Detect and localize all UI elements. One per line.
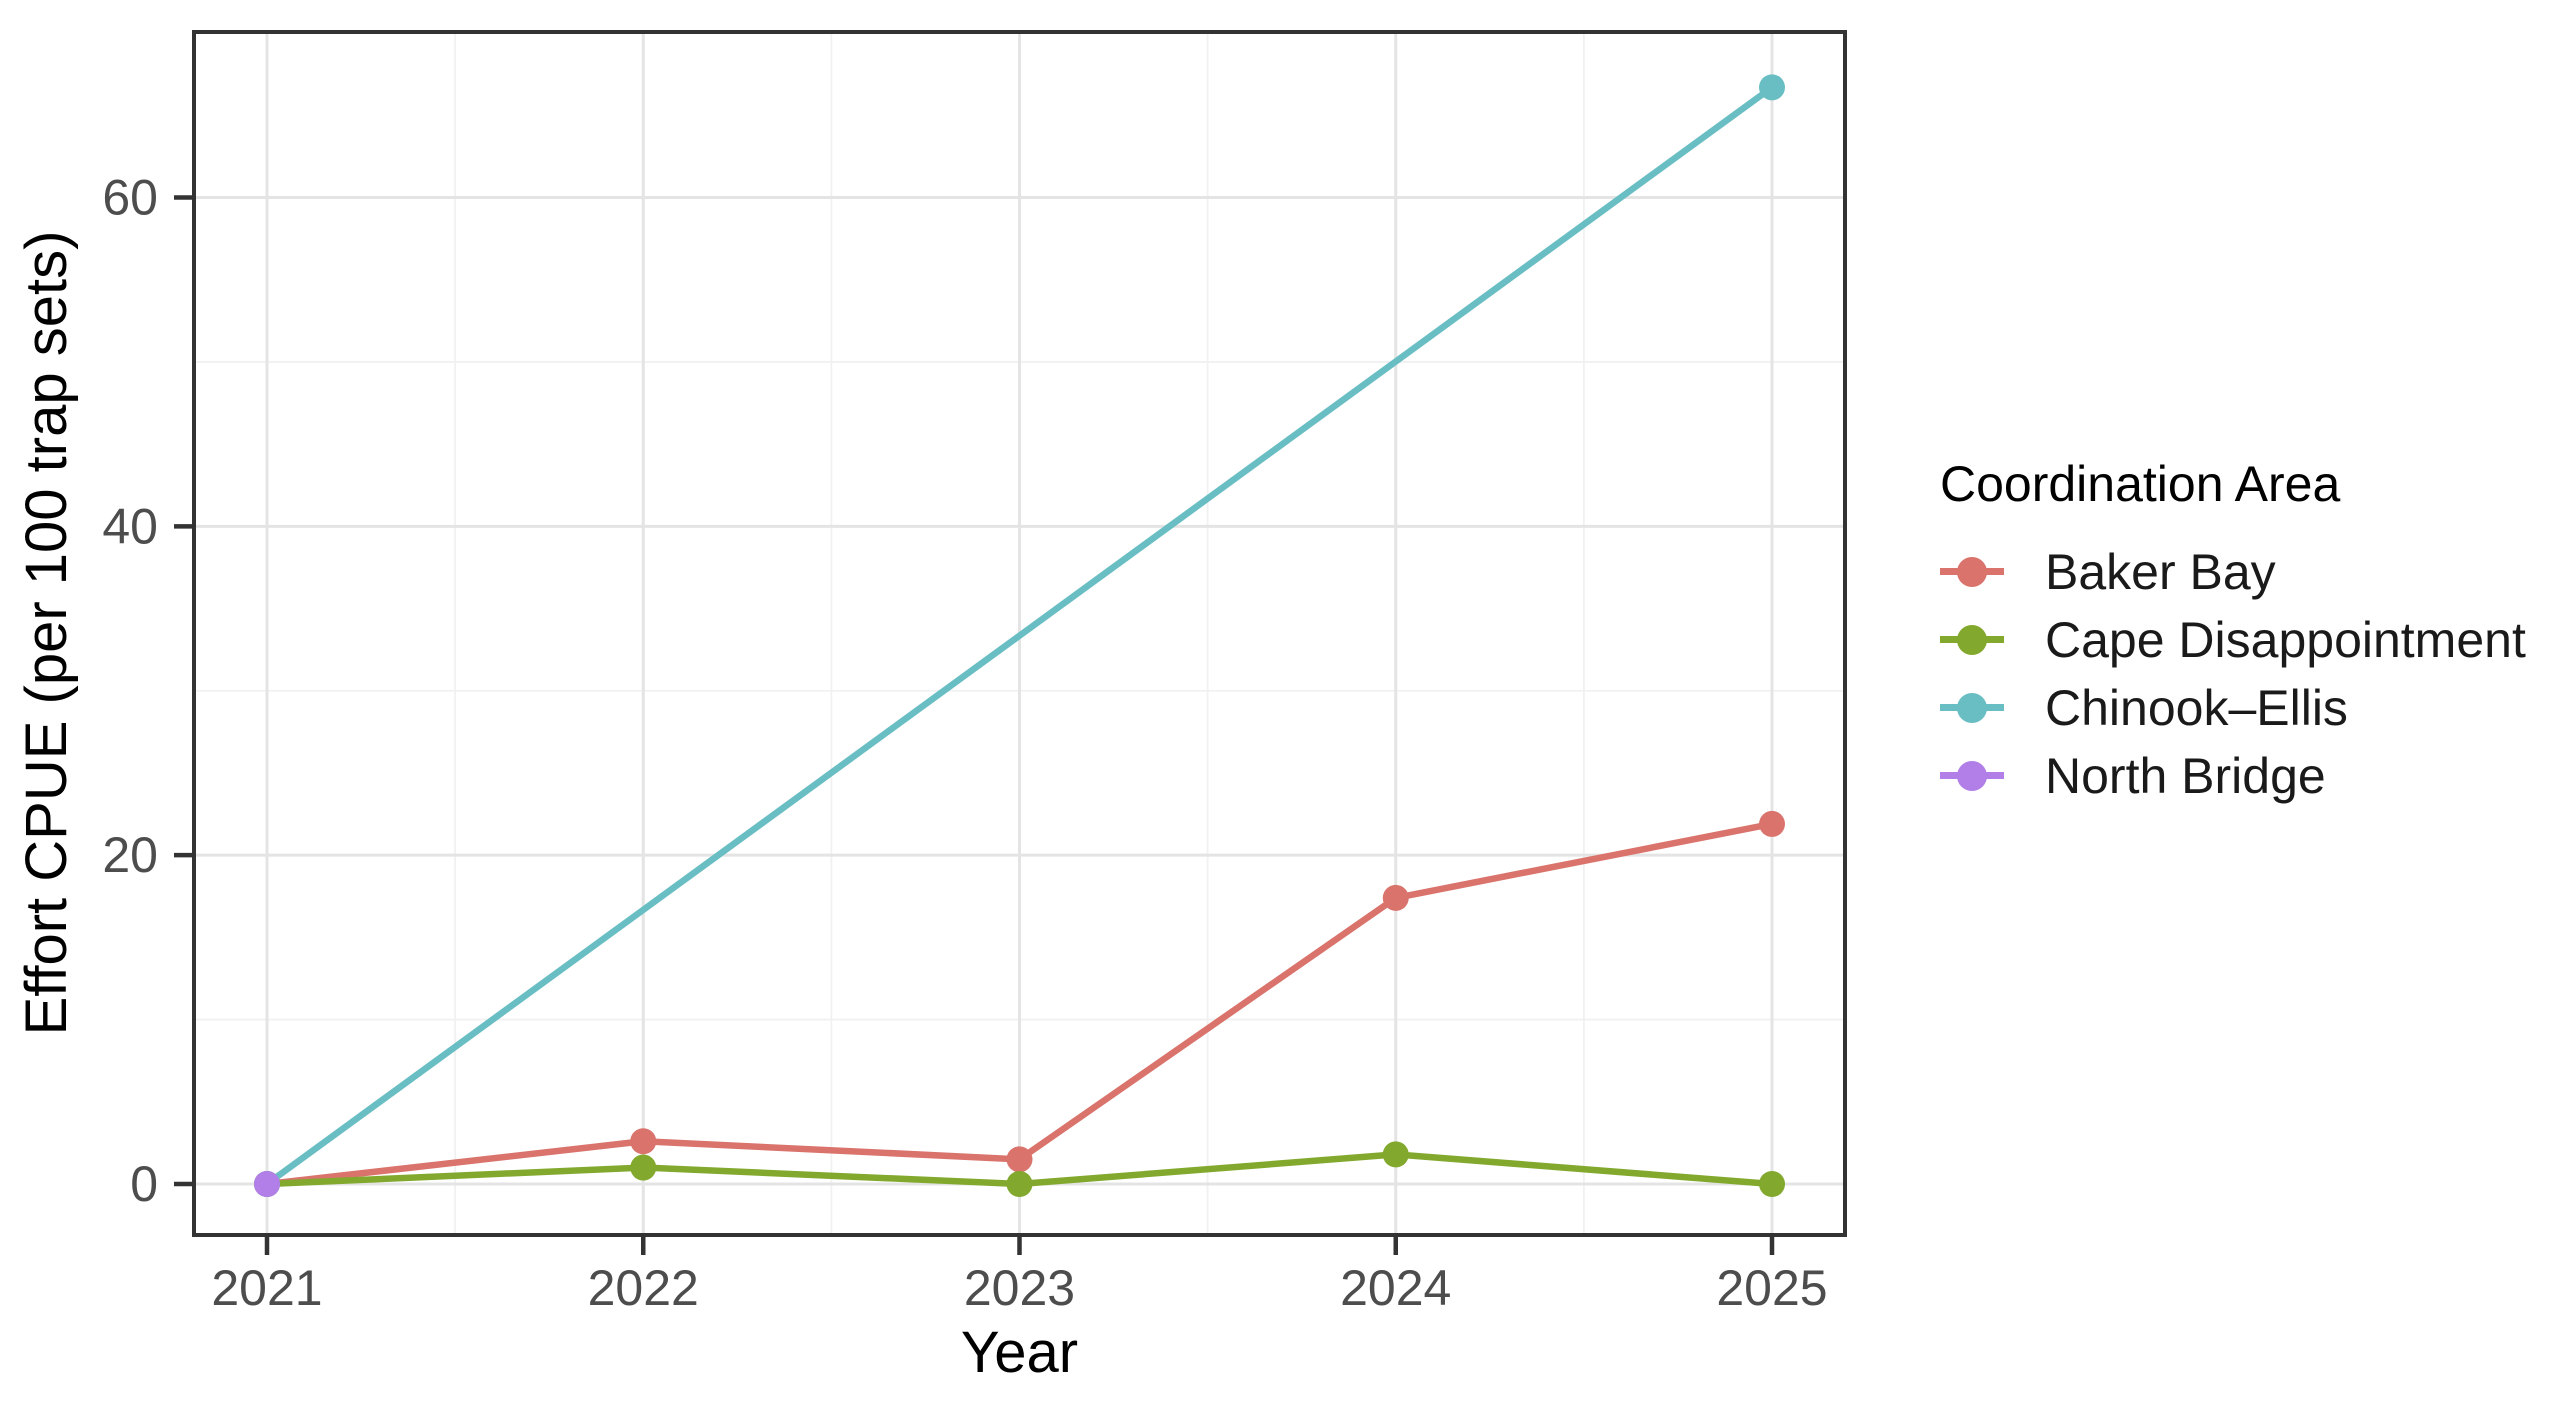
legend-item-label: Chinook–Ellis bbox=[2045, 679, 2348, 736]
legend-items: Baker Bay Cape Disappointment Chinook–Elli… bbox=[1940, 538, 2526, 810]
legend-item-label: Cape Disappointment bbox=[2045, 611, 2526, 668]
series-point-baker-bay bbox=[1382, 884, 1409, 911]
legend-item: Chinook–Ellis bbox=[1940, 674, 2526, 742]
legend-key-dot bbox=[1957, 556, 1987, 587]
series-point-chinook-ellis bbox=[1759, 74, 1785, 101]
legend-item: North Bridge bbox=[1940, 742, 2526, 810]
x-axis-title: Year bbox=[960, 1320, 1079, 1385]
series-point-baker-bay bbox=[630, 1128, 657, 1155]
series-point-cape-disappointment bbox=[1382, 1141, 1409, 1168]
series-point-cape-disappointment bbox=[1759, 1171, 1785, 1197]
series-point-baker-bay bbox=[1006, 1146, 1033, 1173]
series-point-cape-disappointment bbox=[630, 1154, 657, 1181]
x-tick-label: 2025 bbox=[1716, 1260, 1827, 1316]
legend-item-label: Baker Bay bbox=[2045, 543, 2276, 600]
y-tick-label: 40 bbox=[102, 498, 158, 554]
y-tick-label: 60 bbox=[102, 170, 158, 226]
series-point-cape-disappointment bbox=[1006, 1171, 1033, 1197]
legend-item-label: North Bridge bbox=[2045, 747, 2326, 804]
series-point-baker-bay bbox=[1759, 810, 1785, 837]
legend-item: Baker Bay bbox=[1940, 538, 2526, 606]
y-tick-label: 0 bbox=[130, 1156, 158, 1212]
series-point-north-bridge bbox=[254, 1171, 280, 1197]
x-tick-label: 2022 bbox=[588, 1260, 699, 1316]
x-tick-label: 2021 bbox=[211, 1260, 322, 1316]
legend-key-icon bbox=[1940, 623, 2004, 657]
legend-key-icon bbox=[1940, 759, 2004, 793]
x-tick-label: 2024 bbox=[1340, 1260, 1451, 1316]
legend-key-dot bbox=[1957, 692, 1987, 723]
legend-title: Coordination Area bbox=[1940, 456, 2341, 512]
x-tick-label: 2023 bbox=[964, 1260, 1075, 1316]
legend: Coordination Area Baker Bay Cape Disappoi… bbox=[1940, 456, 2526, 810]
legend-key-dot bbox=[1957, 624, 1987, 655]
legend-item: Cape Disappointment bbox=[1940, 606, 2526, 674]
panel-border bbox=[192, 30, 1847, 1237]
y-axis-title: Effort CPUE (per 100 trap sets) bbox=[14, 230, 79, 1036]
y-tick-label: 20 bbox=[102, 827, 158, 883]
legend-key-icon bbox=[1940, 691, 2004, 725]
legend-key-icon bbox=[1940, 555, 2004, 589]
series-line-chinook-ellis bbox=[265, 84, 1774, 1187]
legend-key-dot bbox=[1957, 760, 1987, 791]
